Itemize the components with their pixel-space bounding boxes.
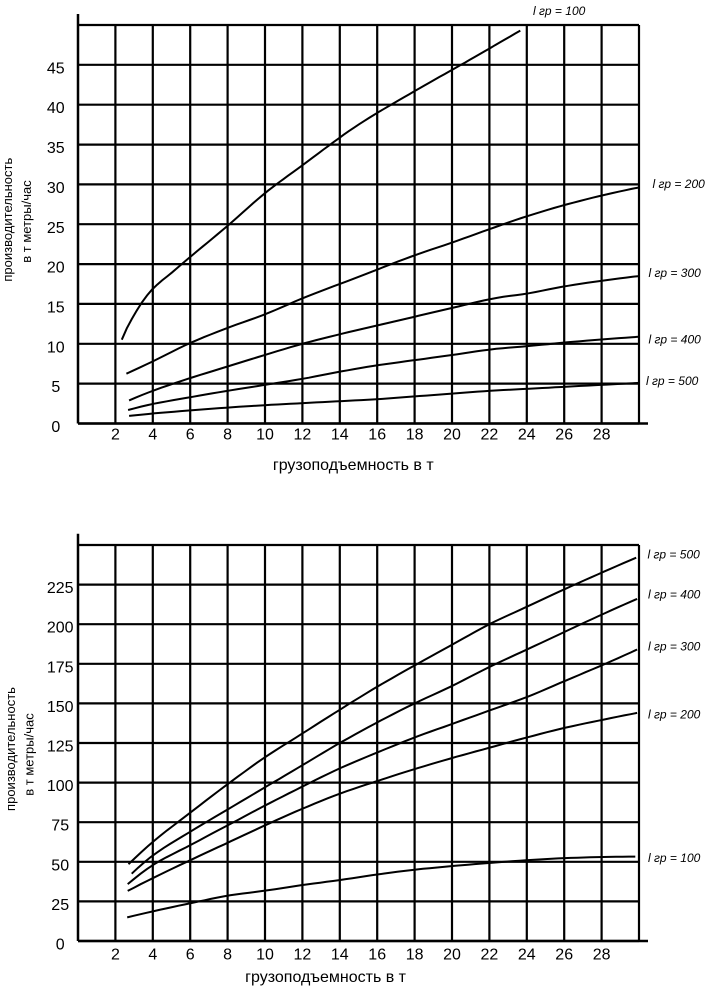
svg-text:l гр = 400: l гр = 400 (648, 588, 701, 602)
svg-text:12: 12 (294, 946, 312, 963)
svg-text:10: 10 (47, 339, 65, 356)
svg-text:0: 0 (56, 937, 65, 954)
svg-text:12: 12 (294, 427, 312, 444)
svg-text:75: 75 (51, 818, 69, 835)
svg-text:200: 200 (47, 620, 74, 637)
svg-text:26: 26 (555, 427, 573, 444)
svg-text:5: 5 (51, 379, 60, 396)
svg-text:22: 22 (481, 946, 499, 963)
svg-text:50: 50 (51, 857, 69, 874)
svg-text:28: 28 (593, 427, 611, 444)
svg-text:l гр = 500: l гр = 500 (648, 547, 701, 561)
svg-text:4: 4 (148, 427, 157, 444)
svg-text:8: 8 (223, 427, 232, 444)
svg-text:20: 20 (47, 260, 65, 277)
svg-text:16: 16 (368, 946, 386, 963)
svg-text:6: 6 (186, 427, 195, 444)
svg-text:22: 22 (481, 427, 499, 444)
svg-text:8: 8 (223, 946, 232, 963)
svg-text:l гр = 100: l гр = 100 (533, 4, 586, 18)
svg-text:l гр = 200: l гр = 200 (653, 177, 706, 191)
svg-text:40: 40 (47, 100, 65, 117)
svg-text:18: 18 (406, 427, 424, 444)
svg-text:18: 18 (406, 946, 424, 963)
svg-text:производительность: производительность (0, 158, 15, 282)
svg-text:грузоподъемность в т: грузоподъемность в т (273, 457, 434, 474)
svg-text:15: 15 (47, 299, 65, 316)
svg-text:175: 175 (47, 659, 74, 676)
svg-text:4: 4 (148, 946, 157, 963)
svg-text:30: 30 (47, 180, 65, 197)
svg-text:26: 26 (555, 946, 573, 963)
svg-text:14: 14 (331, 946, 349, 963)
svg-text:24: 24 (518, 946, 536, 963)
svg-text:24: 24 (518, 427, 536, 444)
svg-text:производительность: производительность (3, 687, 18, 811)
svg-text:100: 100 (47, 778, 74, 795)
svg-text:l гр = 200: l гр = 200 (648, 708, 701, 722)
svg-text:25: 25 (51, 897, 69, 914)
svg-text:10: 10 (256, 946, 274, 963)
svg-text:14: 14 (331, 427, 349, 444)
svg-text:125: 125 (47, 739, 74, 756)
svg-text:2: 2 (111, 946, 120, 963)
svg-text:150: 150 (47, 699, 74, 716)
svg-text:2: 2 (111, 427, 120, 444)
svg-text:25: 25 (47, 220, 65, 237)
svg-text:225: 225 (47, 580, 74, 597)
svg-text:l гр = 500: l гр = 500 (646, 374, 699, 388)
svg-text:в т метры/час: в т метры/час (22, 713, 37, 796)
svg-text:l гр = 300: l гр = 300 (648, 640, 701, 654)
svg-text:10: 10 (256, 427, 274, 444)
svg-text:грузоподъемность в т: грузоподъемность в т (245, 969, 406, 986)
svg-text:0: 0 (51, 419, 60, 436)
svg-text:в т метры/час: в т метры/час (19, 180, 34, 263)
svg-text:16: 16 (368, 427, 386, 444)
svg-text:l гр = 100: l гр = 100 (648, 851, 701, 865)
svg-text:l гр = 300: l гр = 300 (649, 266, 702, 280)
svg-text:l гр = 400: l гр = 400 (649, 333, 702, 347)
svg-text:45: 45 (47, 60, 65, 77)
svg-text:20: 20 (443, 946, 461, 963)
svg-text:20: 20 (443, 427, 461, 444)
svg-text:35: 35 (47, 140, 65, 157)
svg-text:6: 6 (186, 946, 195, 963)
svg-text:28: 28 (593, 946, 611, 963)
